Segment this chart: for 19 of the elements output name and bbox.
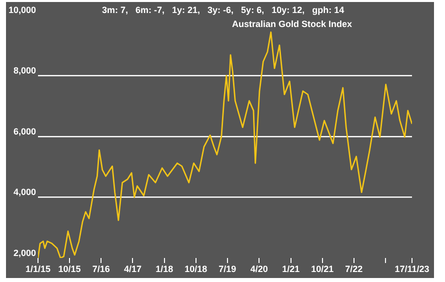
x-tick-label: 10/18 bbox=[184, 264, 208, 274]
x-tick-label: 1/21 bbox=[282, 264, 300, 274]
y-tick-label: 2,000 bbox=[13, 248, 36, 258]
x-tick-label: 7/19 bbox=[218, 264, 236, 274]
x-tick-label: 17/11/23 bbox=[394, 264, 430, 274]
y-tick-label: 10,000 bbox=[8, 4, 36, 15]
x-tick-label: 10/15 bbox=[58, 264, 81, 274]
x-tick-label: 4/20 bbox=[250, 264, 268, 274]
x-tick-label: 7/22 bbox=[345, 264, 363, 274]
x-tick-label: 4/17 bbox=[124, 264, 142, 274]
chart-subtitle: 3m: 7, 6m: -7, 1y: 21, 3y: -6, 5y: 6, 10y: 12, gph: 14 bbox=[102, 5, 344, 15]
y-tick-label: 6,000 bbox=[13, 126, 36, 136]
x-tick-label: 7/16 bbox=[92, 264, 110, 274]
x-tick-label: 1/18 bbox=[156, 264, 174, 274]
y-tick-label: 4,000 bbox=[13, 187, 36, 198]
x-tick-label: 10/21 bbox=[311, 264, 334, 274]
text: Australian Gold Stock Index bbox=[232, 19, 352, 29]
x-tick-label: 1/1/15 bbox=[25, 264, 51, 274]
y-tick-label: 8,000 bbox=[13, 66, 36, 76]
